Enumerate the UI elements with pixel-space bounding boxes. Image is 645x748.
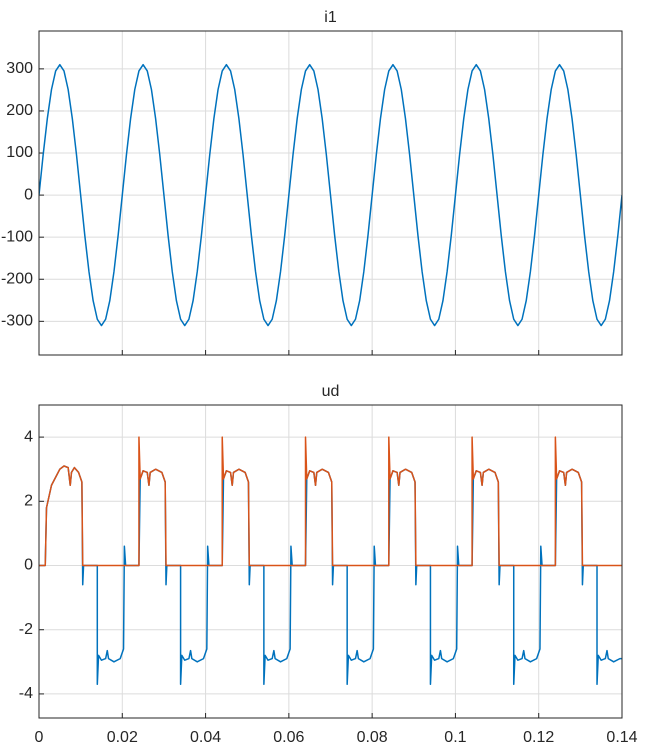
x-tick-label: 0.02: [107, 729, 138, 746]
x-tick-label: 0.14: [606, 729, 637, 746]
y-tick-label: -4: [19, 685, 33, 702]
x-tick-label: 0.06: [273, 729, 304, 746]
axes-box: [38, 404, 623, 719]
x-tick-label: 0.12: [523, 729, 554, 746]
y-tick-label: -300: [1, 313, 33, 330]
x-tick-label: 0.08: [357, 729, 388, 746]
y-tick-label: 2: [24, 493, 33, 510]
y-tick-label: 0: [24, 557, 33, 574]
plot-area: [39, 405, 622, 718]
series-line: [39, 436, 622, 567]
y-tick-label: 0: [24, 186, 33, 203]
chart-title: ud: [322, 383, 340, 400]
chart-title: i1: [324, 9, 337, 26]
y-tick-label: -200: [1, 270, 33, 287]
axes-box: [38, 30, 623, 356]
series-line: [39, 63, 622, 327]
x-tick-label: 0.1: [444, 729, 466, 746]
y-tick-label: 4: [24, 428, 33, 445]
y-tick-label: 100: [6, 144, 33, 161]
x-tick-label: 0: [35, 729, 44, 746]
y-tick-label: 300: [6, 60, 33, 77]
y-tick-label: 200: [6, 102, 33, 119]
x-tick-label: 0.04: [190, 729, 221, 746]
y-tick-label: -100: [1, 228, 33, 245]
y-tick-label: -2: [19, 621, 33, 638]
